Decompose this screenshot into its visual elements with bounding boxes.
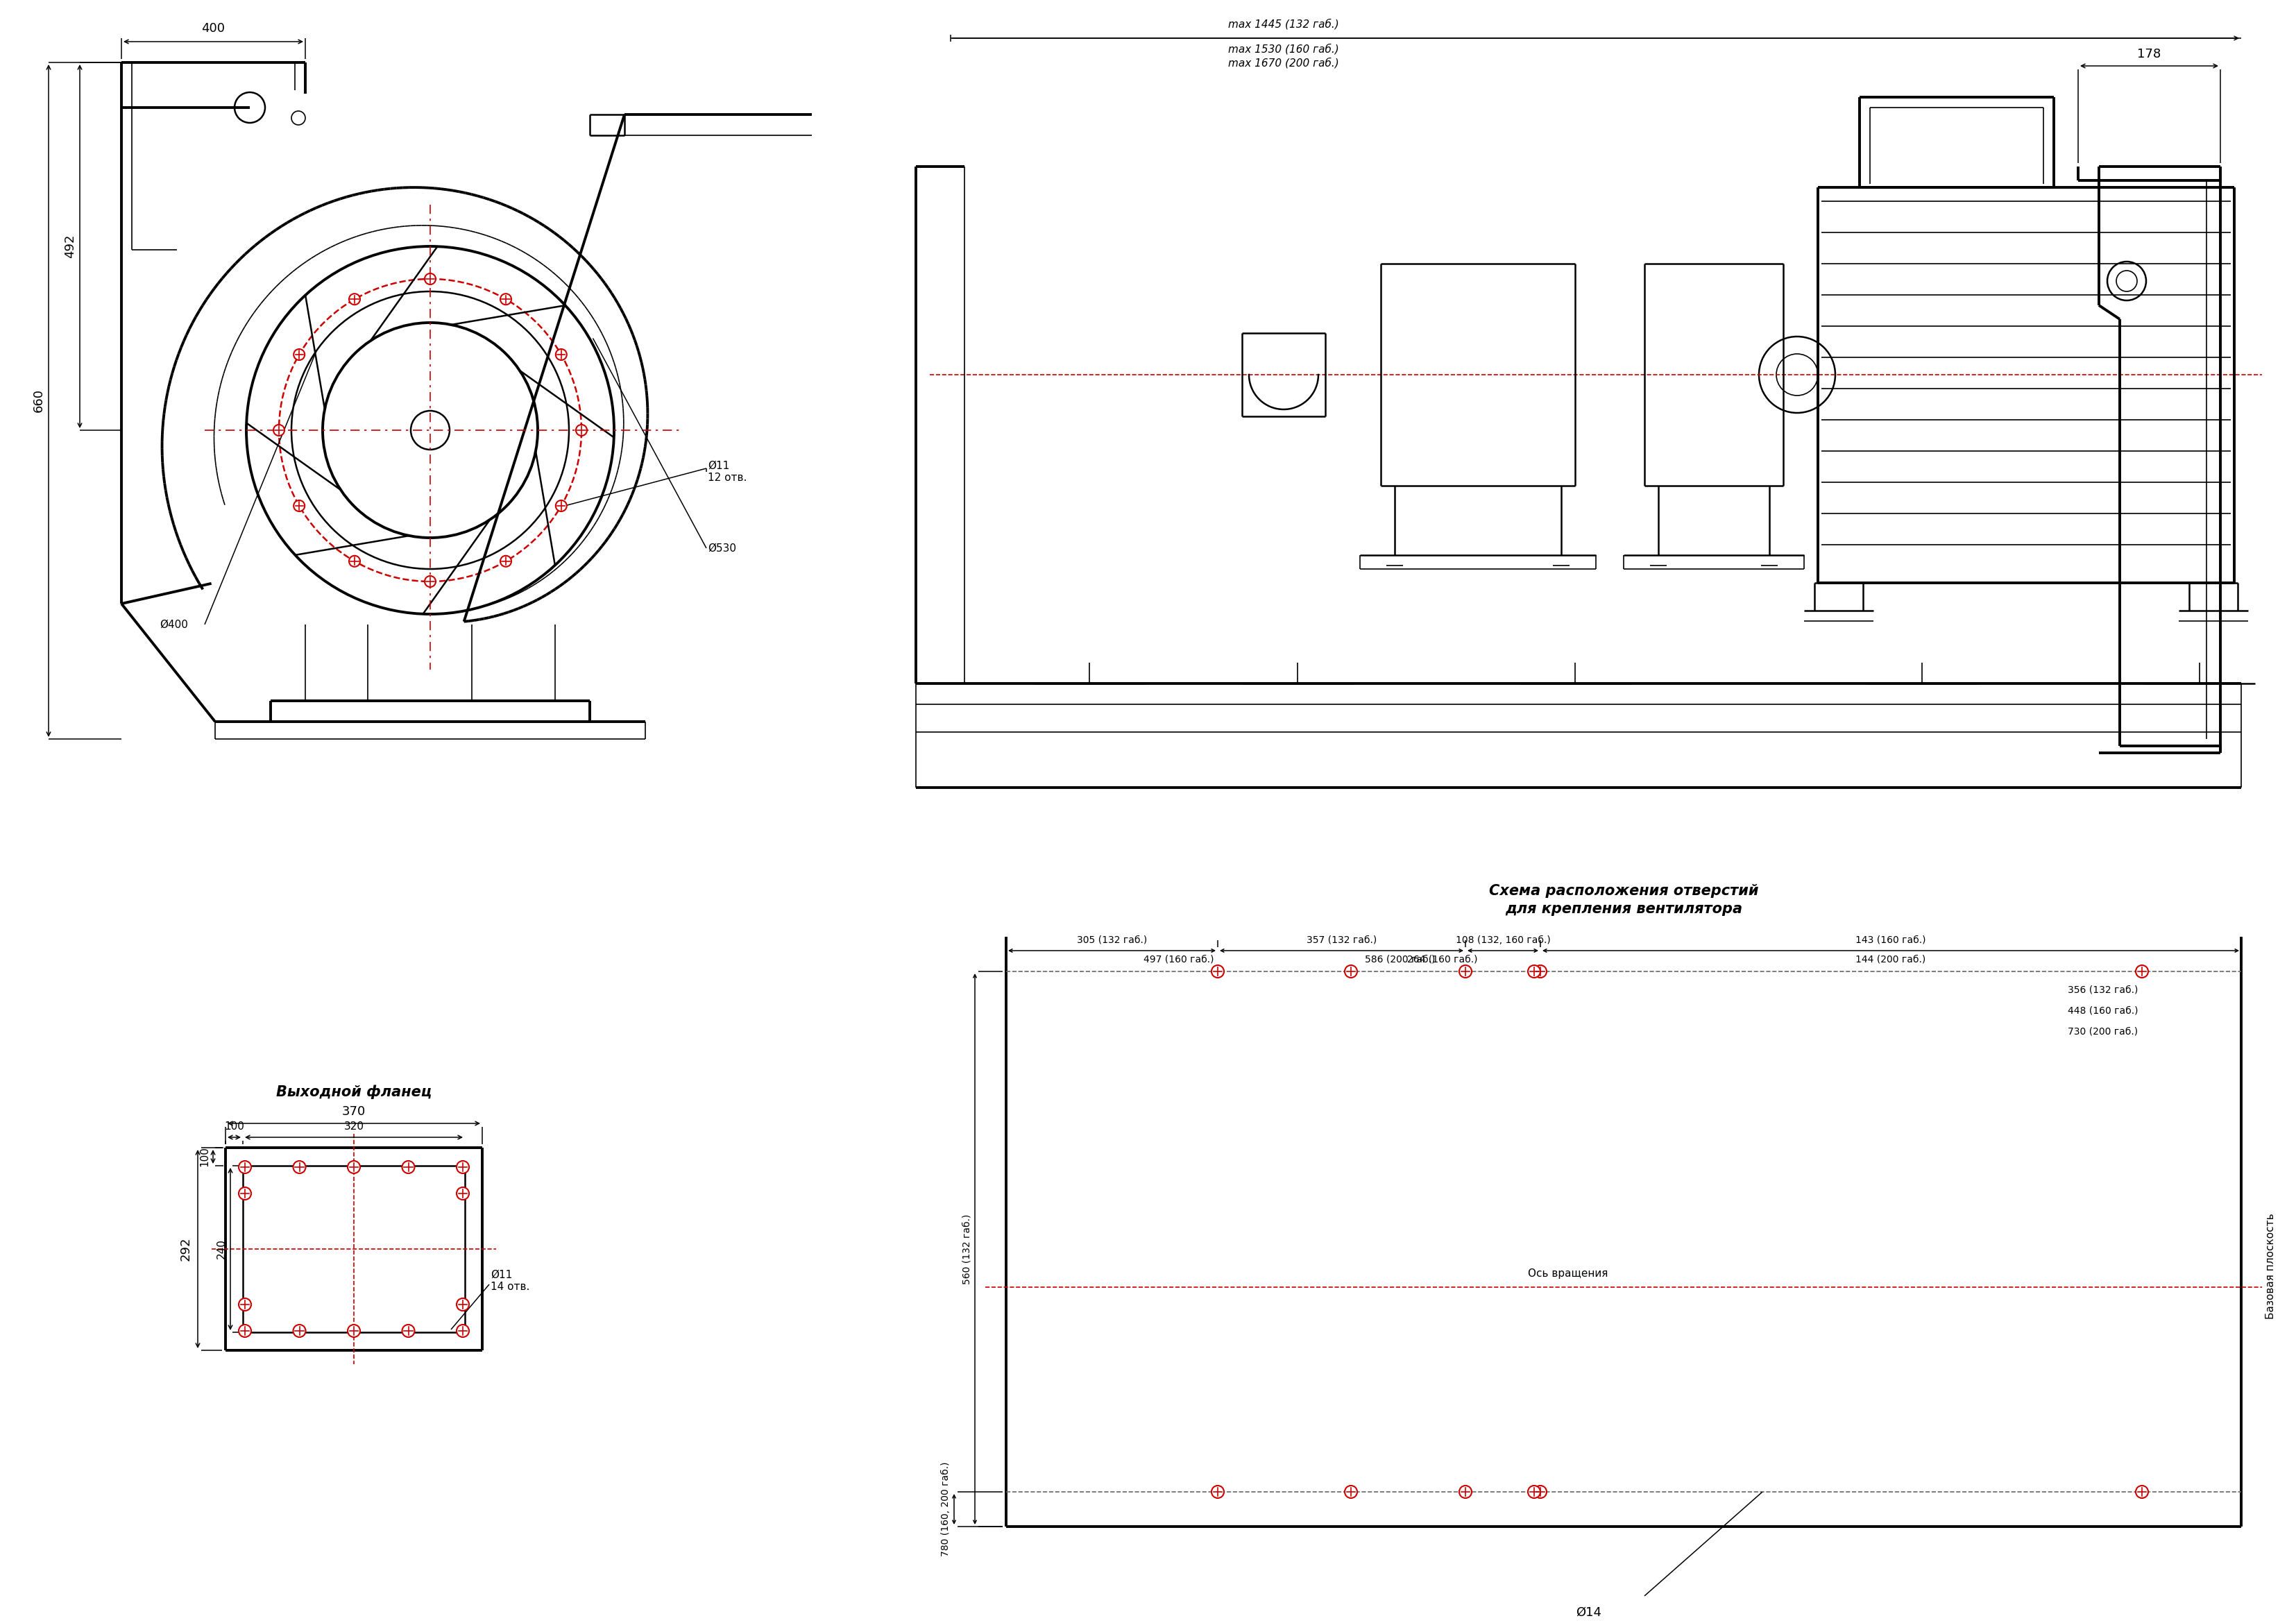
Text: Ø530: Ø530 (707, 544, 737, 553)
Text: 370: 370 (342, 1105, 365, 1118)
Text: 586 (200 габ.): 586 (200 габ.) (1364, 954, 1435, 964)
Circle shape (556, 349, 567, 360)
Text: 400: 400 (202, 23, 225, 34)
Circle shape (1460, 966, 1472, 977)
Circle shape (294, 1324, 305, 1337)
Text: Ось вращения: Ось вращения (1529, 1269, 1607, 1279)
Circle shape (556, 500, 567, 511)
Text: Ø400: Ø400 (161, 620, 188, 630)
Text: 320: 320 (344, 1121, 365, 1131)
Circle shape (1345, 966, 1357, 977)
Circle shape (273, 425, 285, 435)
Text: 144 (200 габ.): 144 (200 габ.) (1855, 954, 1926, 964)
Text: max 1445 (132 габ.): max 1445 (132 габ.) (1228, 19, 1339, 29)
Text: 356 (132 габ.): 356 (132 габ.) (2069, 985, 2138, 995)
Circle shape (1527, 966, 1541, 977)
Circle shape (1527, 1485, 1541, 1498)
Text: Выходной фланец: Выходной фланец (276, 1084, 432, 1099)
Circle shape (1534, 1485, 1548, 1498)
Text: 143 (160 габ.): 143 (160 габ.) (1855, 935, 1926, 945)
Text: Ø14: Ø14 (1575, 1607, 1603, 1618)
Circle shape (576, 425, 588, 435)
Circle shape (501, 555, 512, 566)
Text: Базовая плоскость: Базовая плоскость (2266, 1214, 2275, 1319)
Text: Схема расположения отверстий
для крепления вентилятора: Схема расположения отверстий для креплен… (1488, 885, 1759, 915)
Text: 497 (160 габ.): 497 (160 габ.) (1143, 954, 1215, 964)
Circle shape (457, 1298, 468, 1311)
Circle shape (349, 555, 360, 566)
Circle shape (2135, 1485, 2149, 1498)
Text: 660: 660 (32, 390, 46, 412)
Text: 357 (132 габ.): 357 (132 габ.) (1306, 935, 1378, 945)
Circle shape (294, 349, 305, 360)
Circle shape (1534, 966, 1548, 977)
Circle shape (402, 1324, 416, 1337)
Circle shape (239, 1324, 250, 1337)
Text: 305 (132 габ.): 305 (132 габ.) (1077, 935, 1148, 945)
Text: max 1670 (200 габ.): max 1670 (200 габ.) (1228, 57, 1339, 68)
Text: 730 (200 габ.): 730 (200 габ.) (2069, 1027, 2138, 1037)
Circle shape (425, 576, 436, 588)
Text: Ø11
12 отв.: Ø11 12 отв. (707, 461, 746, 484)
Circle shape (347, 1324, 360, 1337)
Circle shape (1460, 1485, 1472, 1498)
Text: 448 (160 габ.): 448 (160 габ.) (2069, 1006, 2138, 1016)
Circle shape (349, 294, 360, 305)
Circle shape (501, 294, 512, 305)
Text: max 1530 (160 габ.): max 1530 (160 габ.) (1228, 44, 1339, 55)
Text: 780 (160, 200 габ.): 780 (160, 200 габ.) (941, 1462, 951, 1556)
Circle shape (239, 1160, 250, 1173)
Circle shape (239, 1188, 250, 1199)
Text: 100: 100 (225, 1121, 243, 1131)
Text: 100: 100 (200, 1147, 209, 1167)
Circle shape (239, 1298, 250, 1311)
Circle shape (294, 1160, 305, 1173)
Text: 178: 178 (2138, 47, 2161, 60)
Text: 492: 492 (64, 234, 76, 258)
Text: 264 (160 габ.): 264 (160 габ.) (1407, 954, 1479, 964)
Circle shape (425, 273, 436, 284)
Circle shape (347, 1160, 360, 1173)
Text: 108 (132, 160 габ.): 108 (132, 160 габ.) (1456, 935, 1550, 945)
Circle shape (457, 1324, 468, 1337)
Circle shape (1212, 1485, 1224, 1498)
Text: Ø11
14 отв.: Ø11 14 отв. (491, 1269, 530, 1292)
Circle shape (1212, 966, 1224, 977)
Circle shape (457, 1160, 468, 1173)
Text: 240: 240 (216, 1238, 227, 1259)
Circle shape (402, 1160, 416, 1173)
Text: 560 (132 габ.): 560 (132 габ.) (962, 1214, 971, 1284)
Circle shape (1345, 1485, 1357, 1498)
Circle shape (2135, 966, 2149, 977)
Circle shape (457, 1188, 468, 1199)
Circle shape (294, 500, 305, 511)
Text: 292: 292 (179, 1237, 193, 1261)
